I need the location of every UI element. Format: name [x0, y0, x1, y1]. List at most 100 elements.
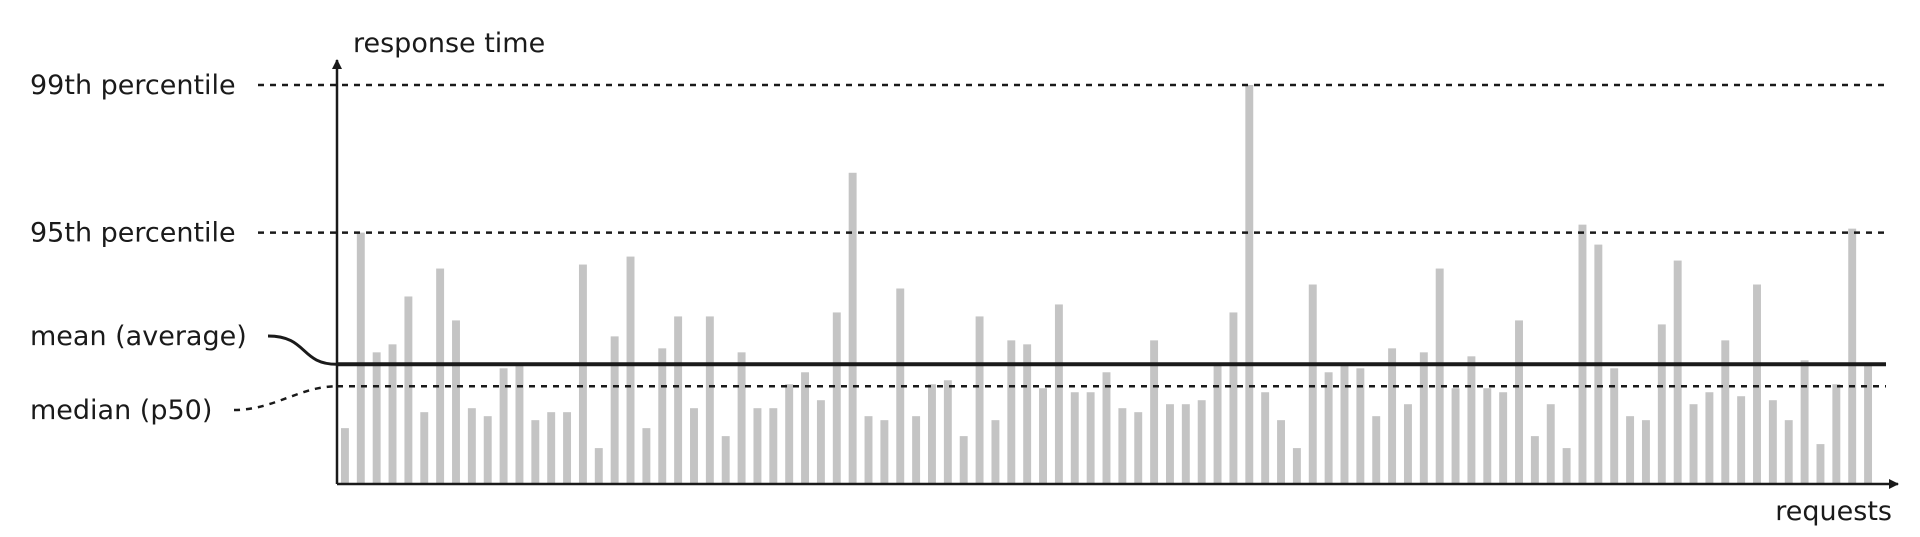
bar — [737, 352, 746, 484]
bar — [1848, 228, 1857, 484]
bar — [594, 448, 603, 484]
reference-labels-group: 99th percentile 95th percentile mean (aver… — [30, 70, 247, 426]
bar — [658, 348, 667, 484]
bar — [832, 312, 841, 484]
bar — [1403, 404, 1412, 484]
bar — [1800, 360, 1809, 484]
bar — [1388, 348, 1397, 484]
x-axis-label: requests — [1775, 496, 1892, 527]
median-connector — [233, 384, 338, 412]
bar — [1007, 340, 1016, 484]
axes-group — [332, 59, 1899, 489]
bar — [769, 408, 778, 484]
bar — [1451, 388, 1460, 484]
bar — [467, 408, 476, 484]
bar — [880, 420, 889, 484]
bar — [372, 352, 381, 484]
bar — [1626, 416, 1635, 484]
bar — [1435, 268, 1444, 484]
bar — [1689, 404, 1698, 484]
bar — [1340, 364, 1349, 484]
bar — [1515, 320, 1523, 484]
bar — [547, 412, 556, 484]
y-axis-label: response time — [353, 28, 545, 59]
bar — [404, 296, 413, 484]
bar — [1292, 448, 1301, 484]
bar — [1118, 408, 1127, 484]
bar — [1737, 396, 1746, 484]
bar — [674, 316, 683, 484]
p95-label: 95th percentile — [30, 218, 236, 249]
bar — [1102, 372, 1111, 484]
bar — [848, 172, 857, 484]
bar — [340, 428, 349, 484]
bar — [483, 416, 492, 484]
bar — [436, 268, 445, 484]
bar — [1546, 404, 1555, 484]
bar — [1784, 420, 1793, 484]
bar — [912, 416, 921, 484]
bar — [1070, 392, 1079, 484]
bar — [578, 264, 587, 484]
bar — [356, 232, 365, 484]
mean-connector — [267, 334, 338, 366]
bar — [721, 436, 730, 484]
median-label: median (p50) — [30, 395, 212, 426]
bar — [816, 400, 825, 484]
bar — [1641, 420, 1650, 484]
bar — [1039, 388, 1047, 484]
bar — [1610, 368, 1619, 484]
bar — [1134, 412, 1143, 484]
bar — [626, 256, 635, 484]
bar — [452, 320, 460, 484]
bar — [1419, 352, 1428, 484]
bar — [785, 384, 794, 484]
bar — [975, 316, 984, 484]
bar — [1816, 444, 1825, 484]
bar — [1181, 404, 1190, 484]
bar — [1054, 304, 1063, 484]
bar — [1864, 364, 1873, 484]
bar — [1467, 356, 1476, 484]
bar — [690, 408, 698, 484]
p99-label: 99th percentile — [30, 70, 236, 101]
bar — [1150, 340, 1159, 484]
bar — [499, 368, 508, 484]
bar — [864, 416, 873, 484]
bar — [1372, 416, 1381, 484]
bar — [1705, 392, 1714, 484]
bars-group — [340, 85, 1873, 484]
bar — [1673, 260, 1682, 484]
bar — [753, 408, 762, 484]
bar — [1277, 420, 1285, 484]
bar — [801, 372, 810, 484]
bar — [928, 384, 936, 484]
bar — [1324, 372, 1333, 484]
bar — [1197, 400, 1206, 484]
bar — [642, 428, 651, 484]
bar — [610, 336, 619, 484]
bar — [1562, 448, 1571, 484]
bar — [563, 412, 572, 484]
bar — [1086, 392, 1095, 484]
bar — [1229, 312, 1238, 484]
bar — [1721, 340, 1730, 484]
bar — [1657, 324, 1666, 484]
bar — [1213, 364, 1222, 484]
bar — [896, 288, 905, 484]
bar — [1753, 284, 1761, 484]
bar — [1166, 404, 1174, 484]
bar — [1530, 436, 1539, 484]
bar — [943, 380, 952, 484]
bar — [420, 412, 429, 484]
bar — [531, 420, 540, 484]
bar — [1832, 384, 1841, 484]
bar — [1245, 85, 1254, 484]
bar — [1308, 284, 1317, 484]
bar — [1578, 224, 1587, 484]
reference-lines-group — [233, 83, 1886, 412]
bar — [1356, 368, 1365, 484]
bar — [959, 436, 968, 484]
bar — [991, 420, 1000, 484]
